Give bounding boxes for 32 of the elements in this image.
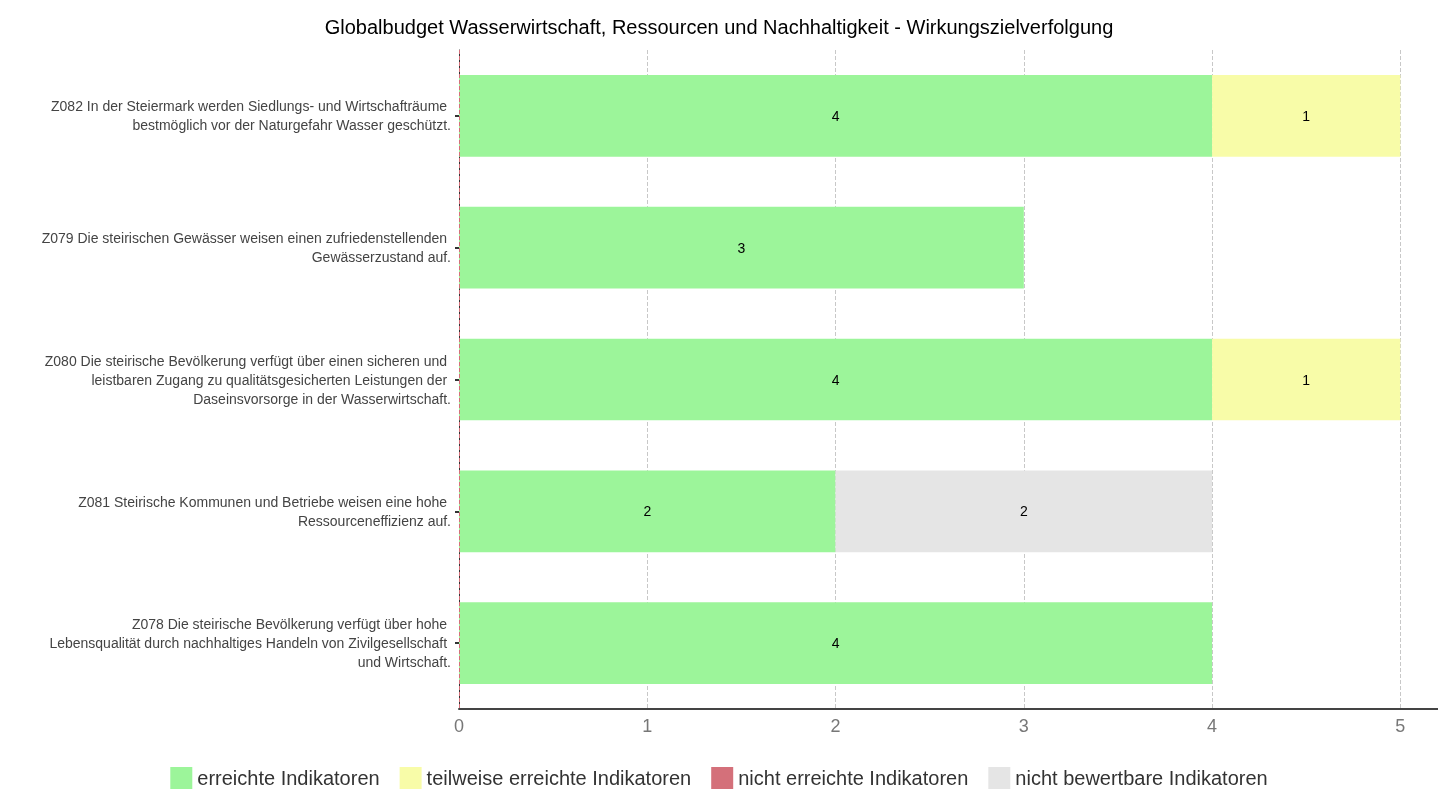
legend-label: teilweise erreichte Indikatoren [426, 767, 692, 789]
bar [459, 470, 836, 553]
data-label: 1 [1302, 107, 1311, 124]
legend-label: erreichte Indikatoren [197, 767, 380, 789]
y-tick-label: Z078 Die steirische Bevölkerung verfügt über hohe Lebensqualität durch nachhaltiges Handeln von Zivilgesellschaft und Wirtschaft. [49, 616, 451, 671]
bar [459, 206, 1024, 289]
bar [459, 75, 1213, 157]
x-tick-label: 3 [1018, 716, 1029, 736]
data-label: 4 [831, 635, 840, 652]
y-tick-label: Z080 Die steirische Bevölkerung verfügt über einen sicheren und leistbaren Zugang zu qualitätsgesicherten Leistungen der Daseinsvorsorge in der Wasserwirtschaft. [44, 352, 451, 407]
data-label: 2 [1019, 503, 1028, 520]
data-label: 4 [831, 371, 840, 388]
x-tick-label: 2 [830, 716, 841, 736]
data-label: 3 [737, 239, 746, 256]
bar [459, 602, 1213, 684]
y-tick-label: Z079 Die steirischen Gewässer weisen einen zufriedenstellenden Gewässerzustand auf. [41, 230, 451, 266]
y-tick-label: Z081 Steirische Kommunen und Betriebe weisen eine hohe Ressourceneffizienz auf. [78, 493, 451, 529]
bar [1212, 338, 1401, 421]
x-tick-label: 4 [1207, 716, 1218, 736]
data-label: 4 [831, 107, 840, 124]
legend-label: nicht bewertbare Indikatoren [1015, 767, 1268, 789]
x-tick-label: 5 [1395, 716, 1406, 736]
y-tick-label: Z082 In der Steiermark werden Siedlungs- und Wirtschafträume bestmöglich vor der Naturgefahr Wasser geschützt. [51, 98, 451, 134]
chart-title: Globalbudget Wasserwirtschaft, Ressourcen und Nachhaltigkeit - Wirkungszielverfolgung [324, 16, 1114, 38]
data-label: 2 [643, 503, 652, 520]
bar [835, 470, 1213, 553]
legend-label: nicht erreichte Indikatoren [738, 767, 969, 789]
bar [1212, 75, 1401, 157]
data-label: 1 [1302, 371, 1311, 388]
x-tick-label: 0 [453, 716, 465, 736]
x-tick-label: 1 [642, 716, 653, 736]
bar [459, 338, 1213, 421]
